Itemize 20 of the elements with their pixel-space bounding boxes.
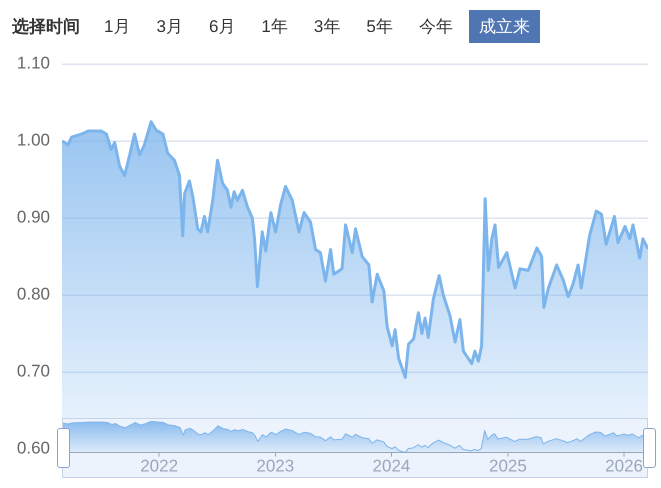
x-tick-label: 2026 — [605, 456, 643, 476]
text: 成立来 — [468, 10, 540, 43]
y-tick-label: 0.60 — [16, 438, 50, 458]
text: 3月 — [155, 16, 184, 38]
text: 6月 — [208, 16, 236, 38]
text: 1月 — [103, 16, 132, 38]
text: 5年 — [365, 16, 394, 38]
text: 选择时间 — [11, 16, 81, 38]
x-tick-label: 2022 — [140, 456, 178, 476]
text: 3年 — [312, 16, 342, 38]
text: 1年 — [260, 16, 289, 38]
y-tick-label: 1.10 — [16, 54, 50, 73]
x-tick-label: 2023 — [256, 456, 294, 476]
x-tick-label: 2025 — [489, 456, 527, 476]
y-tick-label: 0.90 — [16, 208, 50, 227]
y-tick-label: 0.70 — [16, 362, 50, 381]
y-tick-label: 0.80 — [16, 284, 50, 304]
y-tick-label: 1.00 — [16, 130, 50, 150]
text: 今年 — [418, 16, 454, 38]
x-tick-label: 2024 — [372, 456, 410, 476]
